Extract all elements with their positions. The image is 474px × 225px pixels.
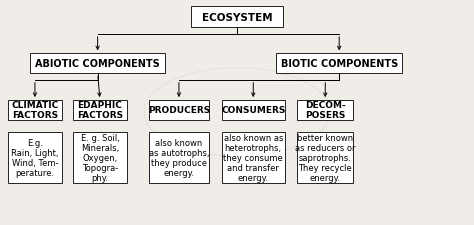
Text: also known as
heterotrophs,
they consume
and transfer
energy.: also known as heterotrophs, they consume… <box>223 133 283 182</box>
FancyBboxPatch shape <box>149 132 209 183</box>
FancyBboxPatch shape <box>30 54 165 74</box>
FancyBboxPatch shape <box>8 132 63 183</box>
Text: BIOTIC COMPONENTS: BIOTIC COMPONENTS <box>281 59 398 69</box>
Text: DECOM-
POSERS: DECOM- POSERS <box>305 101 346 120</box>
Text: ECOSYSTEM: ECOSYSTEM <box>202 13 272 23</box>
FancyBboxPatch shape <box>8 101 63 120</box>
FancyBboxPatch shape <box>297 101 353 120</box>
Text: E. g. Soil,
Minerals,
Oxygen,
Topogra-
phy.: E. g. Soil, Minerals, Oxygen, Topogra- p… <box>81 133 119 182</box>
Text: CLIMATIC
FACTORS: CLIMATIC FACTORS <box>11 101 59 120</box>
Text: ABIOTIC COMPONENTS: ABIOTIC COMPONENTS <box>35 59 160 69</box>
Text: E.g.
Rain, Light,
Wind, Tem-
perature.: E.g. Rain, Light, Wind, Tem- perature. <box>11 138 59 177</box>
FancyBboxPatch shape <box>276 54 402 74</box>
FancyBboxPatch shape <box>191 7 283 28</box>
FancyBboxPatch shape <box>222 132 284 183</box>
FancyBboxPatch shape <box>149 101 209 120</box>
Text: PRODUCERS: PRODUCERS <box>148 106 210 115</box>
FancyBboxPatch shape <box>222 101 284 120</box>
FancyBboxPatch shape <box>73 101 128 120</box>
Text: EDAPHIC
FACTORS: EDAPHIC FACTORS <box>77 101 123 120</box>
FancyBboxPatch shape <box>73 132 128 183</box>
Text: better known
as reducers or
saprotrophs.
They recycle
energy.: better known as reducers or saprotrophs.… <box>295 133 356 182</box>
Text: also known
as autotrophs,
they produce
energy.: also known as autotrophs, they produce e… <box>149 138 209 177</box>
FancyBboxPatch shape <box>297 132 353 183</box>
Text: CONSUMERS: CONSUMERS <box>221 106 285 115</box>
